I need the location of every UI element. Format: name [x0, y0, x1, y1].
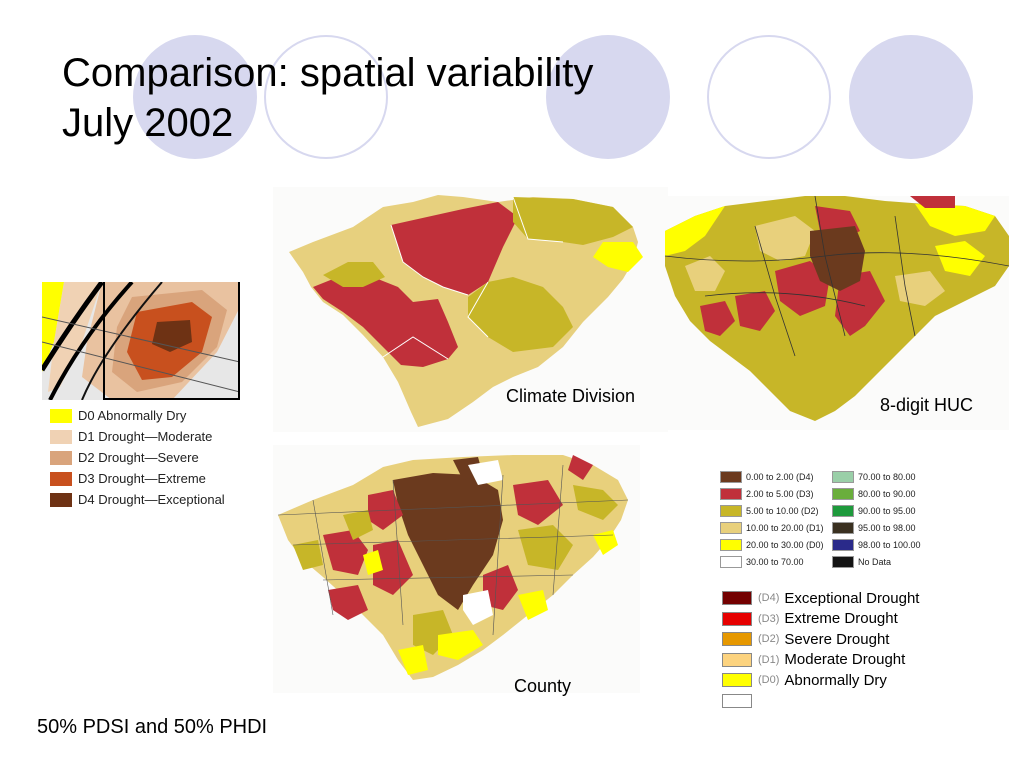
percentile-legend-item: 70.00 to 80.00: [832, 468, 921, 485]
legend-label: Moderate Drought: [784, 651, 906, 669]
usdm-legend-item: D2 Drought—Severe: [50, 447, 225, 468]
usdm-legend: D0 Abnormally Dry D1 Drought—Moderate D2…: [50, 405, 225, 510]
legend-label: Abnormally Dry: [784, 671, 887, 689]
percentile-legend-item: 90.00 to 95.00: [832, 502, 921, 519]
legend-swatch: [832, 555, 854, 568]
legend-swatch: [832, 470, 854, 483]
percentile-legend-item: 98.00 to 100.00: [832, 536, 921, 553]
percentile-legend-item: 95.00 to 98.00: [832, 519, 921, 536]
legend-label: D1 Drought—Moderate: [78, 429, 213, 444]
title-line-1: Comparison: spatial variability: [62, 51, 594, 95]
usdm-legend-item: D4 Drought—Exceptional: [50, 489, 225, 510]
decorative-circle: [546, 35, 670, 159]
decorative-circle: [133, 35, 257, 159]
legend-label: D0 Abnormally Dry: [78, 408, 187, 423]
legend-swatch: [722, 673, 752, 688]
legend-swatch: [720, 470, 742, 483]
percentile-legend-left: 0.00 to 2.00 (D4) 2.00 to 5.00 (D3) 5.00…: [720, 468, 824, 570]
legend-label: Extreme Drought: [784, 610, 898, 628]
legend-swatch: [832, 504, 854, 517]
legend-swatch: [50, 408, 72, 423]
legend-label: 5.00 to 10.00 (D2): [746, 505, 819, 516]
slide-footer: 50% PDSI and 50% PHDI: [37, 716, 268, 738]
legend-label: D2 Drought—Severe: [78, 450, 199, 465]
legend-swatch: [720, 538, 742, 551]
legend-swatch: [50, 492, 72, 507]
decorative-ring: [264, 35, 388, 159]
legend-label: 80.00 to 90.00: [858, 488, 916, 499]
legend-label: 95.00 to 98.00: [858, 522, 916, 533]
title-line-2: July 2002: [62, 101, 234, 145]
legend-swatch: [722, 693, 752, 708]
slide-title: Comparison: spatial variability July 200…: [62, 48, 593, 148]
decorative-ring: [707, 35, 831, 159]
usdm-map-image: [42, 282, 240, 400]
percentile-legend-item: 80.00 to 90.00: [832, 485, 921, 502]
legend-code: (D4): [758, 592, 780, 605]
caption-county: County: [514, 676, 572, 696]
legend-swatch: [720, 521, 742, 534]
legend-label: 2.00 to 5.00 (D3): [746, 488, 814, 499]
legend-swatch: [720, 555, 742, 568]
legend-swatch: [720, 504, 742, 517]
legend-label: 10.00 to 20.00 (D1): [746, 522, 824, 533]
usdm-legend-item: D3 Drought—Extreme: [50, 468, 225, 489]
legend-swatch: [50, 471, 72, 486]
huc-map-image: [665, 196, 1009, 421]
drought-legend-item: (D1) Moderate Drought: [722, 650, 919, 671]
usdm-map-thumbnail: [42, 282, 240, 400]
legend-label: 70.00 to 80.00: [858, 471, 916, 482]
legend-label: D4 Drought—Exceptional: [78, 492, 225, 507]
percentile-legend-item: 30.00 to 70.00: [720, 553, 824, 570]
legend-swatch: [50, 450, 72, 465]
usdm-legend-item: D1 Drought—Moderate: [50, 426, 225, 447]
legend-swatch: [832, 538, 854, 551]
drought-legend-item: [722, 691, 919, 712]
legend-label: D3 Drought—Extreme: [78, 471, 206, 486]
legend-label: 30.00 to 70.00: [746, 556, 804, 567]
legend-label: Exceptional Drought: [784, 589, 920, 607]
caption-climate-division: Climate Division: [506, 386, 636, 406]
drought-legend-item: (D2) Severe Drought: [722, 629, 919, 650]
percentile-legend-item: 0.00 to 2.00 (D4): [720, 468, 824, 485]
drought-legend-item: (D3) Extreme Drought: [722, 609, 919, 630]
percentile-legend-item: 20.00 to 30.00 (D0): [720, 536, 824, 553]
legend-label: Severe Drought: [784, 630, 890, 648]
drought-legend-item: (D0) Abnormally Dry: [722, 670, 919, 691]
legend-label: No Data: [858, 556, 892, 567]
legend-swatch: [832, 521, 854, 534]
legend-label: 0.00 to 2.00 (D4): [746, 471, 814, 482]
legend-label: 20.00 to 30.00 (D0): [746, 539, 824, 550]
legend-code: (D2): [758, 633, 780, 646]
huc-map: [665, 196, 1009, 430]
legend-swatch: [722, 591, 752, 606]
percentile-legend-item: No Data: [832, 553, 921, 570]
legend-label: 98.00 to 100.00: [858, 539, 921, 550]
climate-division-map-image: [289, 195, 643, 427]
legend-label: 90.00 to 95.00: [858, 505, 916, 516]
legend-swatch: [722, 611, 752, 626]
county-map-image: [277, 455, 629, 680]
drought-legend-item: (D4) Exceptional Drought: [722, 588, 919, 609]
percentile-legend-item: 5.00 to 10.00 (D2): [720, 502, 824, 519]
legend-swatch: [720, 487, 742, 500]
decorative-circle: [849, 35, 973, 159]
legend-code: (D0): [758, 674, 780, 687]
legend-swatch: [832, 487, 854, 500]
percentile-legend: 0.00 to 2.00 (D4) 2.00 to 5.00 (D3) 5.00…: [718, 463, 940, 570]
percentile-legend-right: 70.00 to 80.00 80.00 to 90.00 90.00 to 9…: [832, 468, 921, 570]
legend-swatch: [722, 632, 752, 647]
caption-huc: 8-digit HUC: [880, 395, 974, 415]
legend-swatch: [50, 429, 72, 444]
climate-division-map: [273, 187, 668, 432]
legend-code: (D1): [758, 653, 780, 666]
percentile-legend-item: 10.00 to 20.00 (D1): [720, 519, 824, 536]
county-map: [273, 445, 640, 693]
legend-code: (D3): [758, 612, 780, 625]
percentile-legend-item: 2.00 to 5.00 (D3): [720, 485, 824, 502]
drought-category-legend: (D4) Exceptional Drought (D3) Extreme Drou…: [722, 588, 919, 711]
usdm-legend-item: D0 Abnormally Dry: [50, 405, 225, 426]
legend-swatch: [722, 652, 752, 667]
